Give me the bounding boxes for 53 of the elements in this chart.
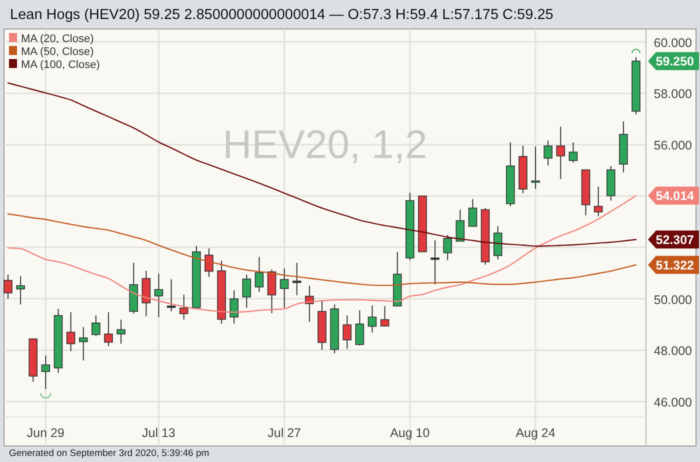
candlestick [41,355,50,390]
y-tick-label: 56.000 [654,138,692,153]
candlestick [556,126,566,180]
y-tick-label: 58.000 [654,87,692,102]
candlestick [16,276,25,305]
candlestick [368,304,377,333]
candlestick [594,186,603,217]
candlestick [342,315,352,350]
candlestick [242,274,252,308]
candlestick [230,290,238,324]
candlestick [166,278,176,312]
candlestick [104,312,113,347]
candlestick [380,305,390,327]
line-series [7,213,637,286]
candlestick [204,248,214,278]
legend-label: MA (50, Close) [21,46,94,58]
data-label: 54.014 [656,189,694,204]
candlestick [568,142,578,164]
candlestick [280,268,289,308]
legend-label: MA (100, Close) [21,59,100,71]
y-tick-label: 60.000 [654,36,692,50]
candlestick [531,146,540,190]
y-tick-label: 46.000 [654,396,692,410]
candlestick [443,234,452,261]
candlestick [179,294,188,320]
chart-title: Lean Hogs (HEV20) 59.25 2.8500000000000014 — O:57.3 H:59.4 L:57.175 C:59.25 [10,7,554,23]
x-tick-label: Jun 29 [26,426,64,440]
x-tick-label: Aug 24 [516,426,556,440]
x-tick-label: Jul 13 [142,426,176,440]
candlestick [493,226,502,260]
candlestick [254,256,264,292]
legend-label: MA (20, Close) [21,33,94,45]
candlestick [116,319,126,344]
candlestick [355,310,364,346]
candlestick [154,273,164,318]
text: 59.250 [656,54,694,69]
candlestick [4,274,12,300]
data-label: 52.307 [656,233,694,248]
y-tick-label: 50.000 [654,292,692,307]
candlestick [468,198,478,227]
y-tick-label: 48.000 [654,344,692,358]
text: Generated on September 3rd 2020, 5:39:46 pm [9,448,210,459]
candlestick [267,269,276,314]
candlestick [456,209,465,242]
x-tick-label: Jul 27 [268,426,302,440]
candlestick [430,240,440,285]
candlestick [92,315,100,337]
candlestick [544,140,552,166]
x-tick-label: Aug 10 [390,426,430,440]
data-label: 51.322 [656,258,694,272]
candlestick [78,326,88,361]
candlestick [292,262,302,296]
candlestick [66,312,76,352]
